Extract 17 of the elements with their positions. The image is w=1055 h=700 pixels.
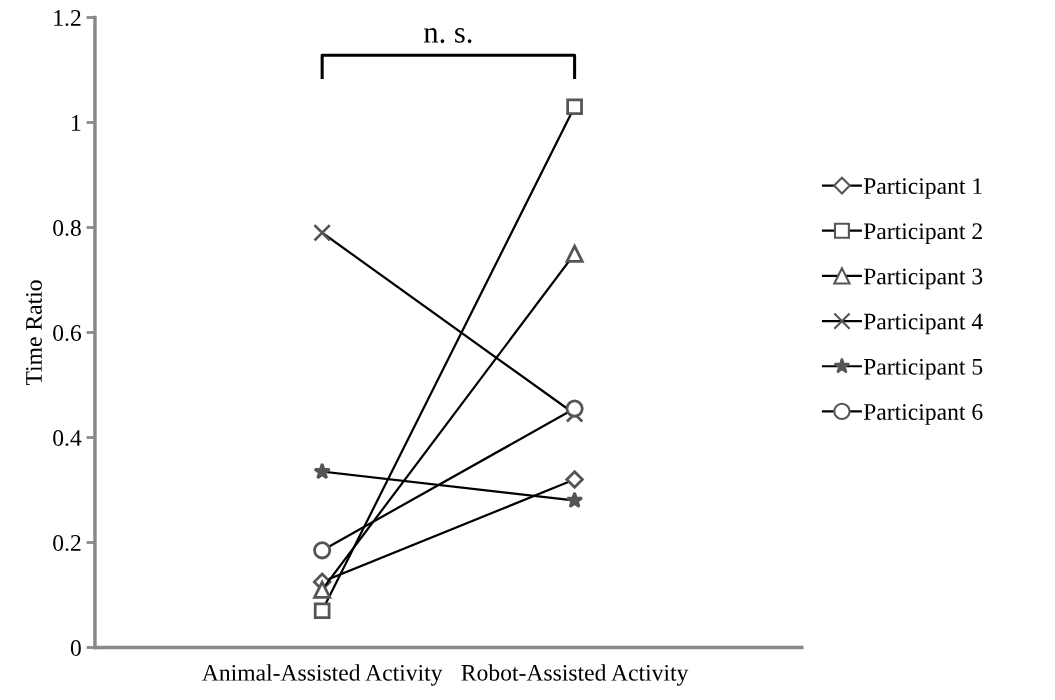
y-tick-label: 1.2 — [54, 10, 81, 27]
legend-label: Participant 2 — [863, 223, 982, 245]
x-tick-label: Robot-Assisted Activity — [461, 664, 689, 686]
legend-label: Participant 4 — [863, 313, 983, 335]
y-tick-label: 0.4 — [53, 429, 82, 447]
legend-label: Participant 3 — [863, 268, 983, 290]
annotation: n. s. — [424, 28, 472, 43]
y-tick-label: 0.6 — [53, 324, 82, 342]
y-tick-label: 1 — [72, 115, 81, 131]
y-tick-label: 0.2 — [53, 534, 81, 552]
legend-label: Participant 1 — [863, 178, 982, 199]
y-tick-label: 0.8 — [53, 219, 81, 237]
y-axis-title: Time Ratio — [26, 280, 42, 386]
y-tick-label: 0 — [70, 639, 81, 656]
legend-label: Participant 5 — [863, 358, 983, 380]
x-tick-label: Animal-Assisted Activity — [202, 664, 443, 686]
legend-label: Participant 6 — [863, 404, 983, 425]
